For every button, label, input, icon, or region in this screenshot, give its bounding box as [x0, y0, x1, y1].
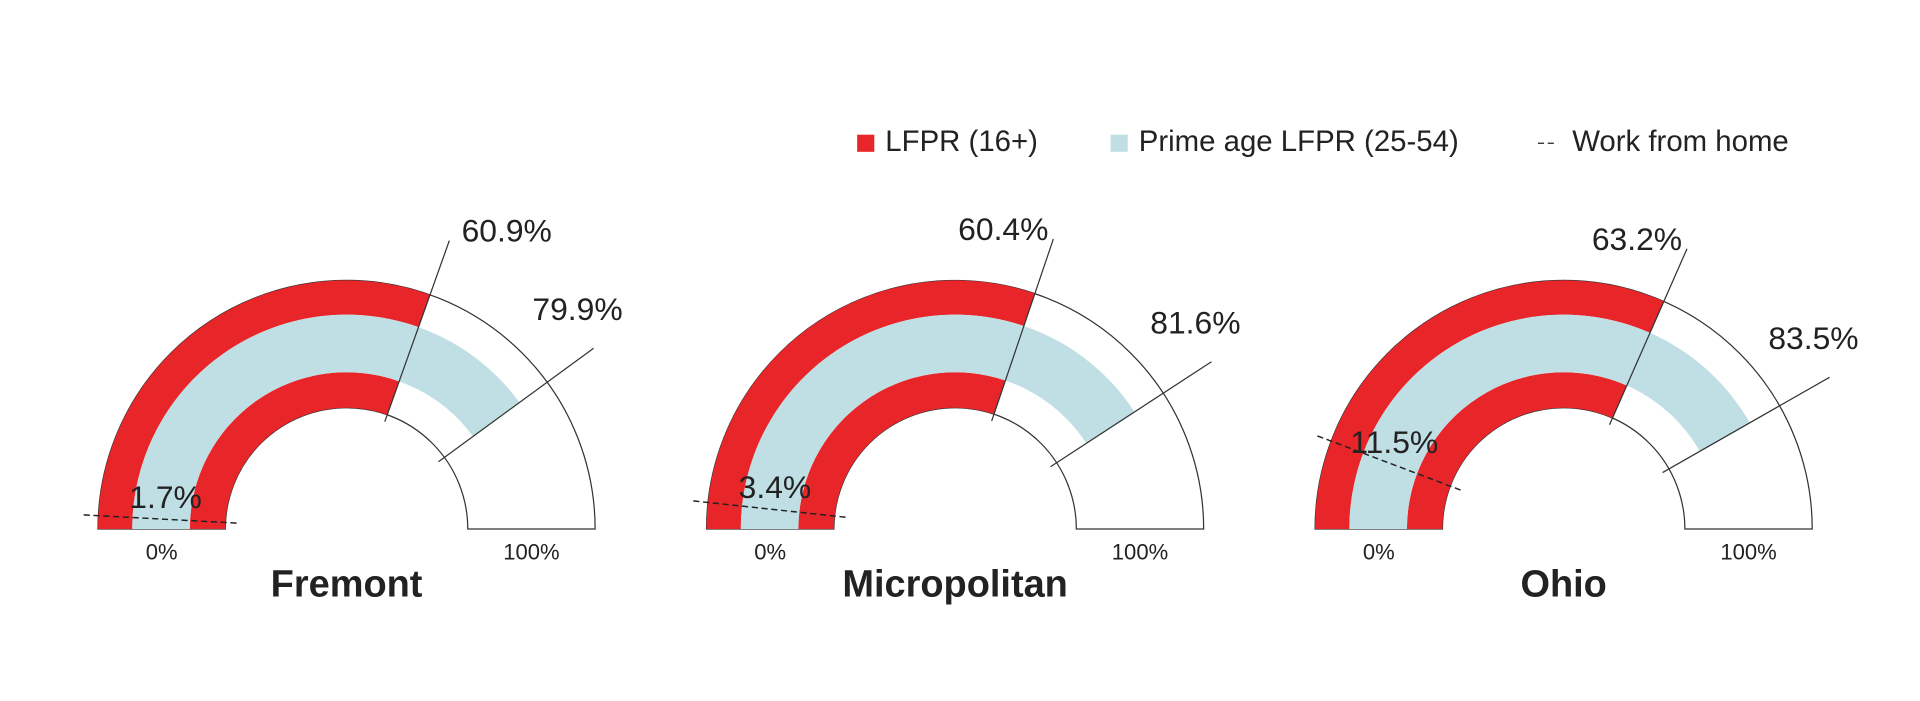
leader-line — [1662, 376, 1830, 474]
legend-label: Prime age LFPR (25-54) — [1139, 125, 1459, 158]
gauge-title: Ohio — [1520, 564, 1606, 606]
leader-line — [991, 238, 1054, 422]
lfpr-arc — [706, 280, 1035, 529]
wfh-line — [693, 500, 849, 519]
value-label: 60.9% — [462, 213, 552, 249]
tick-label: 0% — [754, 539, 786, 564]
leader-line — [1608, 248, 1688, 425]
legend-label: Work from home — [1572, 125, 1789, 158]
value-label: 3.4% — [739, 469, 812, 505]
value-label: 63.2% — [1592, 221, 1682, 257]
lfpr-arc — [97, 280, 431, 529]
leader-line — [438, 347, 594, 463]
prime-lfpr-arc — [1349, 314, 1750, 529]
value-label: 83.5% — [1768, 320, 1858, 356]
value-label: 79.9% — [532, 291, 622, 327]
tick-label: 100% — [1112, 539, 1168, 564]
wfh-line — [1317, 435, 1464, 492]
tick-label: 100% — [503, 539, 559, 564]
wfh-line — [83, 514, 239, 524]
value-label: 81.6% — [1150, 304, 1240, 340]
prime-lfpr-arc — [132, 314, 520, 529]
value-label: 11.5% — [1350, 424, 1438, 460]
tick-label: 0% — [146, 539, 178, 564]
lfpr-arc — [798, 372, 1006, 529]
prime-lfpr-arc — [740, 314, 1135, 529]
legend-swatch — [857, 134, 875, 152]
gauge-title: Micropolitan — [842, 564, 1068, 606]
tick-label: 100% — [1720, 539, 1776, 564]
lfpr-arc — [1315, 280, 1664, 529]
leader-line — [384, 240, 450, 422]
gauge-title: Fremont — [271, 564, 423, 606]
legend-label: LFPR (16+) — [885, 125, 1038, 158]
legend-swatch — [1110, 134, 1128, 152]
lfpr-arc — [1406, 372, 1627, 529]
lfpr-arc — [189, 372, 400, 529]
value-label: 60.4% — [958, 211, 1048, 247]
tick-label: 0% — [1363, 539, 1395, 564]
leader-line — [1050, 361, 1212, 468]
value-label: 1.7% — [129, 479, 202, 515]
